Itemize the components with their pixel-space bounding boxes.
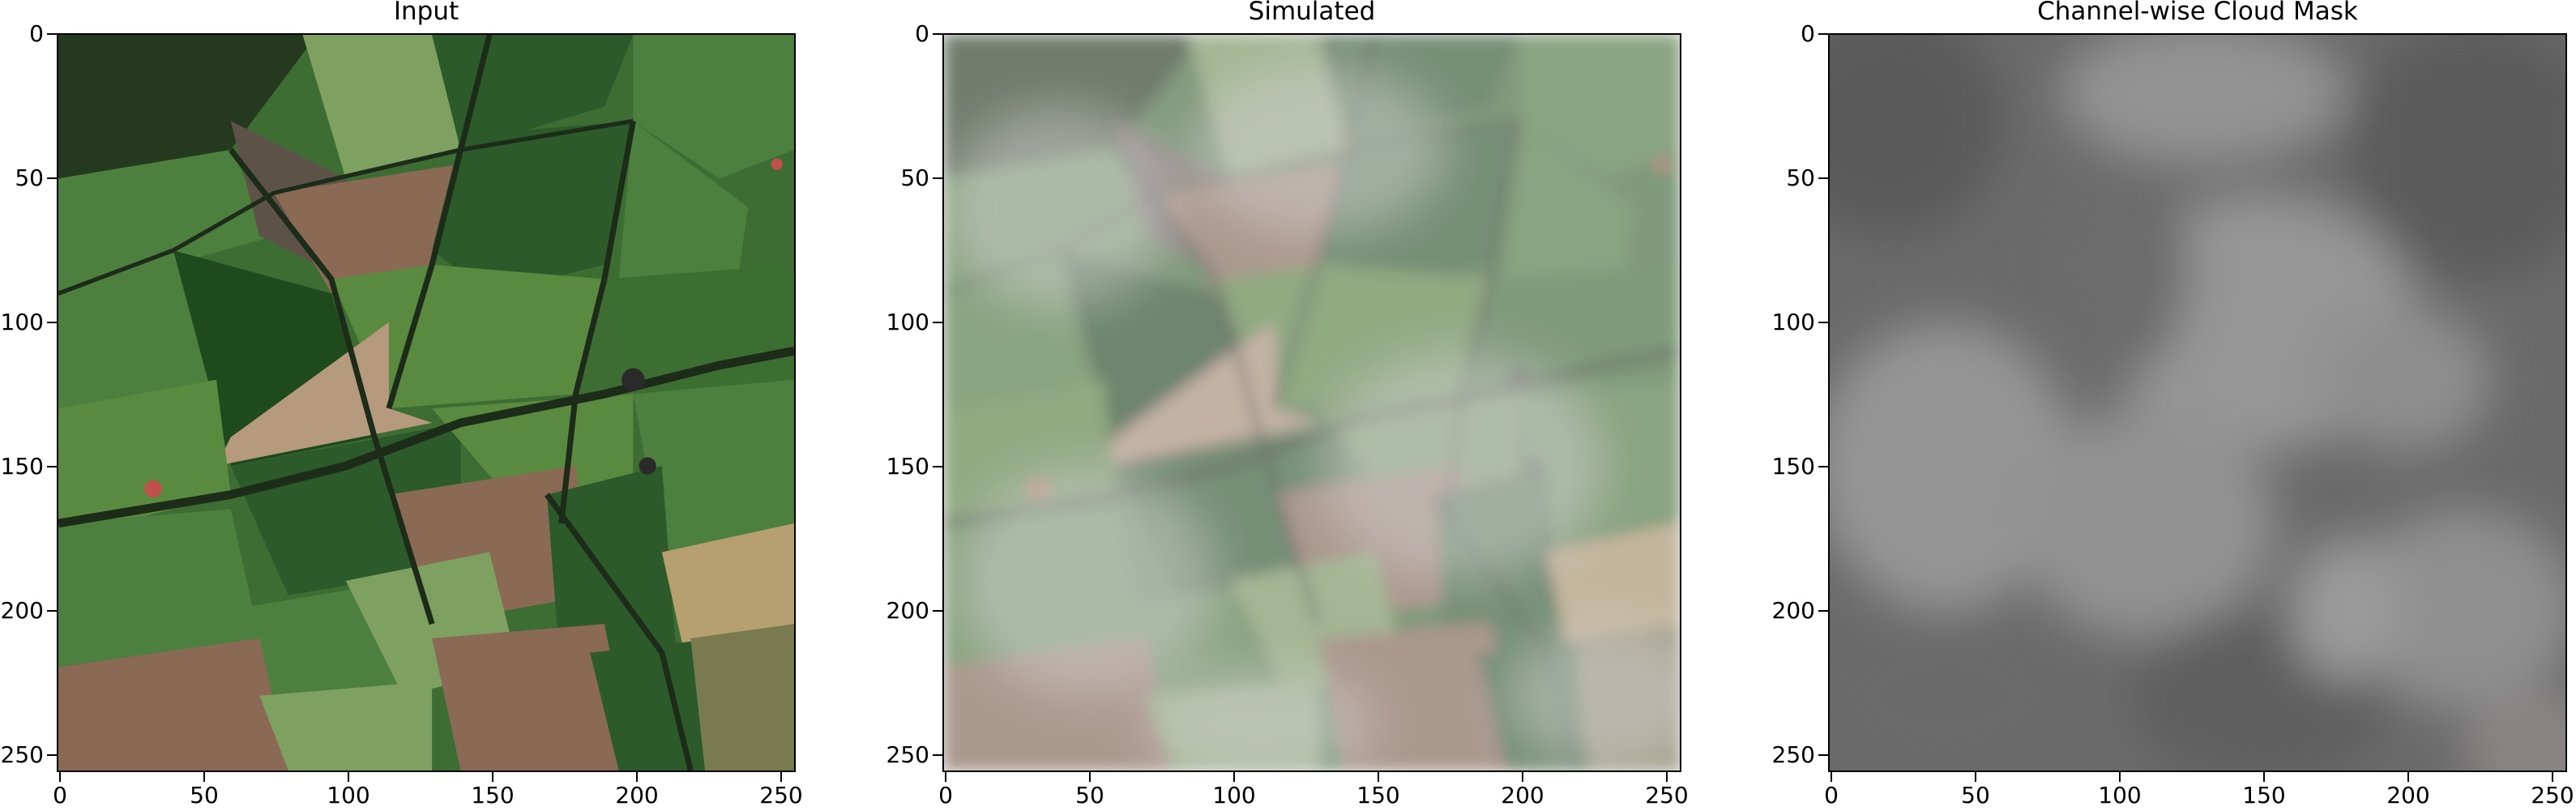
panel-cloud-mask: Channel-wise Cloud Mask 0 (1771, 0, 2576, 811)
x-tick-label: 0 (1824, 782, 1839, 809)
y-tick-label: 0 (29, 20, 44, 47)
x-tick-label: 200 (2386, 782, 2430, 809)
input-aerial-photo (58, 35, 794, 770)
panel-title: Input (393, 0, 459, 26)
x-tick-label: 250 (759, 782, 803, 809)
y-tick-label: 250 (1771, 741, 1815, 768)
y-tick-label: 200 (886, 597, 929, 624)
x-tick-label: 150 (471, 782, 515, 809)
x-tick-label: 150 (2242, 782, 2286, 809)
y-tick-label: 250 (0, 741, 44, 768)
y-tick-label: 150 (886, 453, 929, 480)
x-tick-label: 250 (1645, 782, 1689, 809)
y-tick-label: 200 (1771, 597, 1815, 624)
x-tick-label: 0 (938, 782, 953, 809)
x-tick-label: 50 (190, 782, 219, 809)
y-tick-label: 100 (0, 309, 44, 335)
y-tick-label: 50 (1786, 164, 1815, 191)
y-tick-label: 150 (0, 453, 44, 480)
panel-input: Input (0, 0, 810, 811)
y-tick-label: 100 (886, 309, 929, 335)
input-image (57, 33, 796, 772)
cloud-mask-map (1830, 35, 2565, 770)
y-tick-label: 50 (900, 164, 929, 191)
panel-title: Channel-wise Cloud Mask (2037, 0, 2358, 26)
y-tick-label: 250 (886, 741, 929, 768)
panel-title: Simulated (1248, 0, 1376, 26)
x-tick-label: 50 (1075, 782, 1104, 809)
cloud-mask-image (1828, 33, 2567, 772)
x-tick-label: 150 (1356, 782, 1400, 809)
x-tick-label: 0 (53, 782, 67, 809)
x-tick-label: 100 (2098, 782, 2142, 809)
x-tick-label: 200 (1501, 782, 1544, 809)
panel-simulated: Simulated 0 50 100 150 200 250 0 50 100 … (886, 0, 1696, 811)
y-tick-label: 0 (915, 20, 929, 47)
y-tick-label: 100 (1771, 309, 1815, 335)
x-tick-label: 100 (327, 782, 370, 809)
y-tick-label: 50 (15, 164, 44, 191)
y-tick-label: 150 (1771, 453, 1815, 480)
simulated-cloudy-photo (944, 35, 1680, 770)
x-tick-label: 100 (1212, 782, 1256, 809)
y-tick-label: 200 (0, 597, 44, 624)
simulated-image (942, 33, 1681, 772)
x-tick-label: 250 (2531, 782, 2574, 809)
y-tick-label: 0 (1801, 20, 1815, 47)
x-tick-label: 50 (1961, 782, 1990, 809)
x-tick-label: 200 (615, 782, 659, 809)
